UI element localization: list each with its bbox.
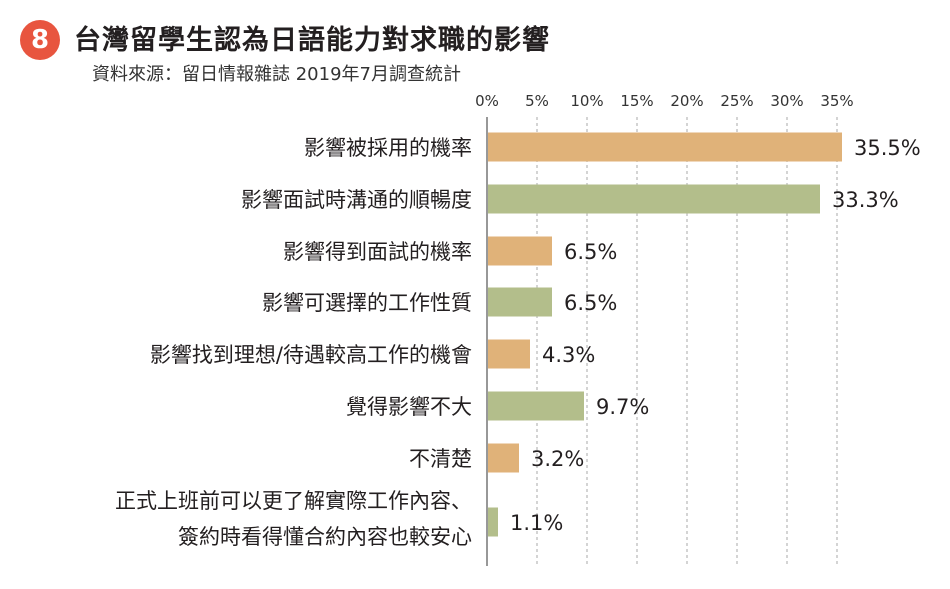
bar-value-label: 35.5%: [854, 136, 921, 160]
chart-number-badge: 8: [20, 20, 60, 60]
category-label: 正式上班前可以更了解實際工作內容、: [115, 489, 472, 513]
bar-value-label: 33.3%: [832, 188, 899, 212]
x-tick-label: 20%: [670, 92, 703, 110]
x-tick-label: 0%: [475, 92, 499, 110]
bar: [488, 132, 842, 162]
bar: [488, 391, 584, 421]
bar: [488, 184, 820, 214]
x-tick-label: 30%: [770, 92, 803, 110]
bar-value-label: 4.3%: [542, 343, 595, 367]
x-tick-label: 10%: [570, 92, 603, 110]
category-label: 覺得影響不大: [346, 395, 472, 419]
category-label: 影響可選擇的工作性質: [262, 291, 472, 315]
chart-subtitle: 資料來源：留日情報雜誌 2019年7月調查統計: [92, 64, 461, 85]
category-label: 不清楚: [409, 447, 472, 471]
bar: [488, 287, 552, 317]
category-label: 影響面試時溝通的順暢度: [241, 188, 472, 212]
bar-value-label: 1.1%: [510, 511, 563, 535]
x-tick-label: 15%: [620, 92, 653, 110]
category-label: 影響得到面試的機率: [283, 240, 472, 264]
category-label: 影響找到理想/待遇較高工作的機會: [150, 343, 472, 367]
category-label: 簽約時看得懂合約內容也較安心: [178, 525, 472, 549]
bar: [488, 443, 519, 473]
x-tick-label: 25%: [720, 92, 753, 110]
bar-value-label: 6.5%: [564, 291, 617, 315]
bar: [488, 339, 530, 369]
bar: [488, 507, 498, 537]
chart-title: 台灣留學生認為日語能力對求職的影響: [74, 25, 550, 56]
x-tick-label: 5%: [525, 92, 549, 110]
bar-value-label: 6.5%: [564, 240, 617, 264]
bar-value-label: 9.7%: [596, 395, 649, 419]
category-label: 影響被採用的機率: [304, 136, 472, 160]
bar-value-label: 3.2%: [531, 447, 584, 471]
bar: [488, 236, 552, 266]
x-tick-label: 35%: [820, 92, 853, 110]
